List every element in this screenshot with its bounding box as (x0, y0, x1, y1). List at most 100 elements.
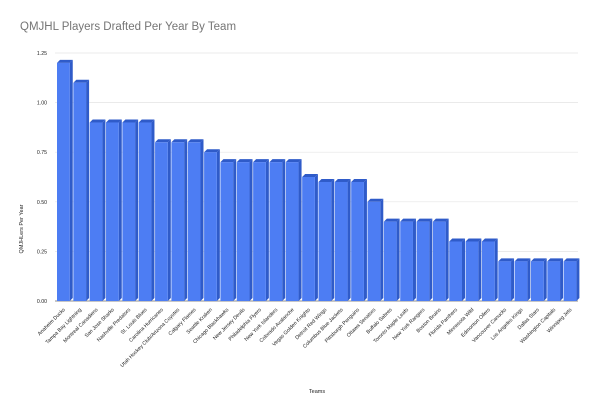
bar-top (236, 159, 253, 163)
bar-front (449, 241, 462, 301)
bar (416, 218, 433, 301)
bar-top (367, 198, 384, 202)
bar-side (527, 258, 531, 301)
bar-side (233, 159, 237, 301)
bar (106, 119, 122, 301)
bar-front (318, 181, 332, 301)
bar-top (89, 119, 106, 123)
bar (318, 178, 335, 301)
bar (383, 218, 400, 301)
bar-top (514, 258, 531, 262)
bar-front (383, 221, 397, 301)
bar-top (122, 119, 139, 123)
bar-top (383, 218, 400, 222)
bar-front (465, 241, 479, 301)
bar-side (494, 238, 498, 301)
y-tick-label: 0.50 (37, 200, 47, 206)
bar-top (547, 258, 564, 262)
bar-side (102, 119, 106, 301)
bar (138, 119, 155, 301)
bar (498, 258, 515, 301)
bar-side (511, 258, 515, 301)
bar-front (204, 152, 217, 301)
bar-top (416, 218, 433, 222)
bar-front (171, 142, 185, 301)
bar-top (351, 178, 367, 182)
bar (269, 159, 286, 301)
bar-side (151, 119, 155, 301)
bar (253, 159, 269, 301)
bar-top (57, 59, 73, 63)
bar-top (318, 178, 335, 182)
bar-side (216, 149, 220, 301)
bar-front (432, 221, 446, 301)
bar (351, 178, 367, 301)
bar-front (563, 261, 577, 301)
bar-top (171, 139, 188, 143)
bar (530, 258, 547, 301)
bar-top (138, 119, 155, 123)
chart-title: QMJHL Players Drafted Per Year By Team (20, 21, 237, 33)
bar (449, 238, 465, 301)
x-tick-label: Anaheim Ducks (37, 307, 67, 337)
bar (57, 59, 73, 301)
bar-top (498, 258, 515, 262)
bar-front (481, 241, 495, 301)
bar-top (73, 79, 90, 83)
bar (236, 159, 253, 301)
bar-top (204, 149, 220, 153)
bar-top (432, 218, 449, 222)
bar-side (396, 218, 400, 301)
bar-side (200, 139, 204, 301)
bar-top (465, 238, 482, 242)
bar-side (167, 139, 171, 301)
bar-front (187, 142, 201, 301)
bar (155, 139, 171, 301)
bar-front (416, 221, 430, 301)
bar (514, 258, 531, 301)
bar-front (236, 162, 250, 301)
bar-front (285, 162, 299, 301)
bar-side (576, 258, 580, 301)
bar-front (547, 261, 561, 301)
bar (302, 174, 318, 301)
bar-top (106, 119, 122, 123)
bar-side (412, 218, 416, 301)
bar-front (122, 122, 136, 301)
bar-side (445, 218, 449, 301)
bar-top (449, 238, 465, 242)
y-tick-label: 1.25 (37, 51, 47, 57)
bar-side (478, 238, 482, 301)
bar (89, 119, 106, 301)
bar-front (334, 181, 348, 301)
bar-top (302, 174, 318, 177)
bar (73, 79, 90, 301)
y-axis-label: QMJHLers Per Year (19, 204, 25, 253)
bar-side (86, 79, 90, 301)
bar-top (187, 139, 204, 143)
y-tick-label: 0.75 (37, 150, 47, 156)
bar-front (498, 261, 512, 301)
x-axis-label: Teams (309, 389, 325, 395)
bar (465, 238, 482, 301)
bar (204, 149, 220, 301)
bar-side (560, 258, 564, 301)
bar-side (135, 119, 139, 301)
bar (171, 139, 188, 301)
bar-front (73, 82, 87, 301)
bar-front (530, 261, 544, 301)
bar-side (249, 159, 253, 301)
bar-front (367, 201, 381, 301)
bar-front (155, 142, 168, 301)
bar-top (253, 159, 269, 163)
bar-front (220, 162, 234, 301)
bar-side (380, 198, 384, 301)
bar (122, 119, 139, 301)
bar-front (514, 261, 528, 301)
bar-top (220, 159, 237, 163)
bar-side (298, 159, 302, 301)
bar-side (429, 218, 433, 301)
bar-front (57, 62, 70, 301)
